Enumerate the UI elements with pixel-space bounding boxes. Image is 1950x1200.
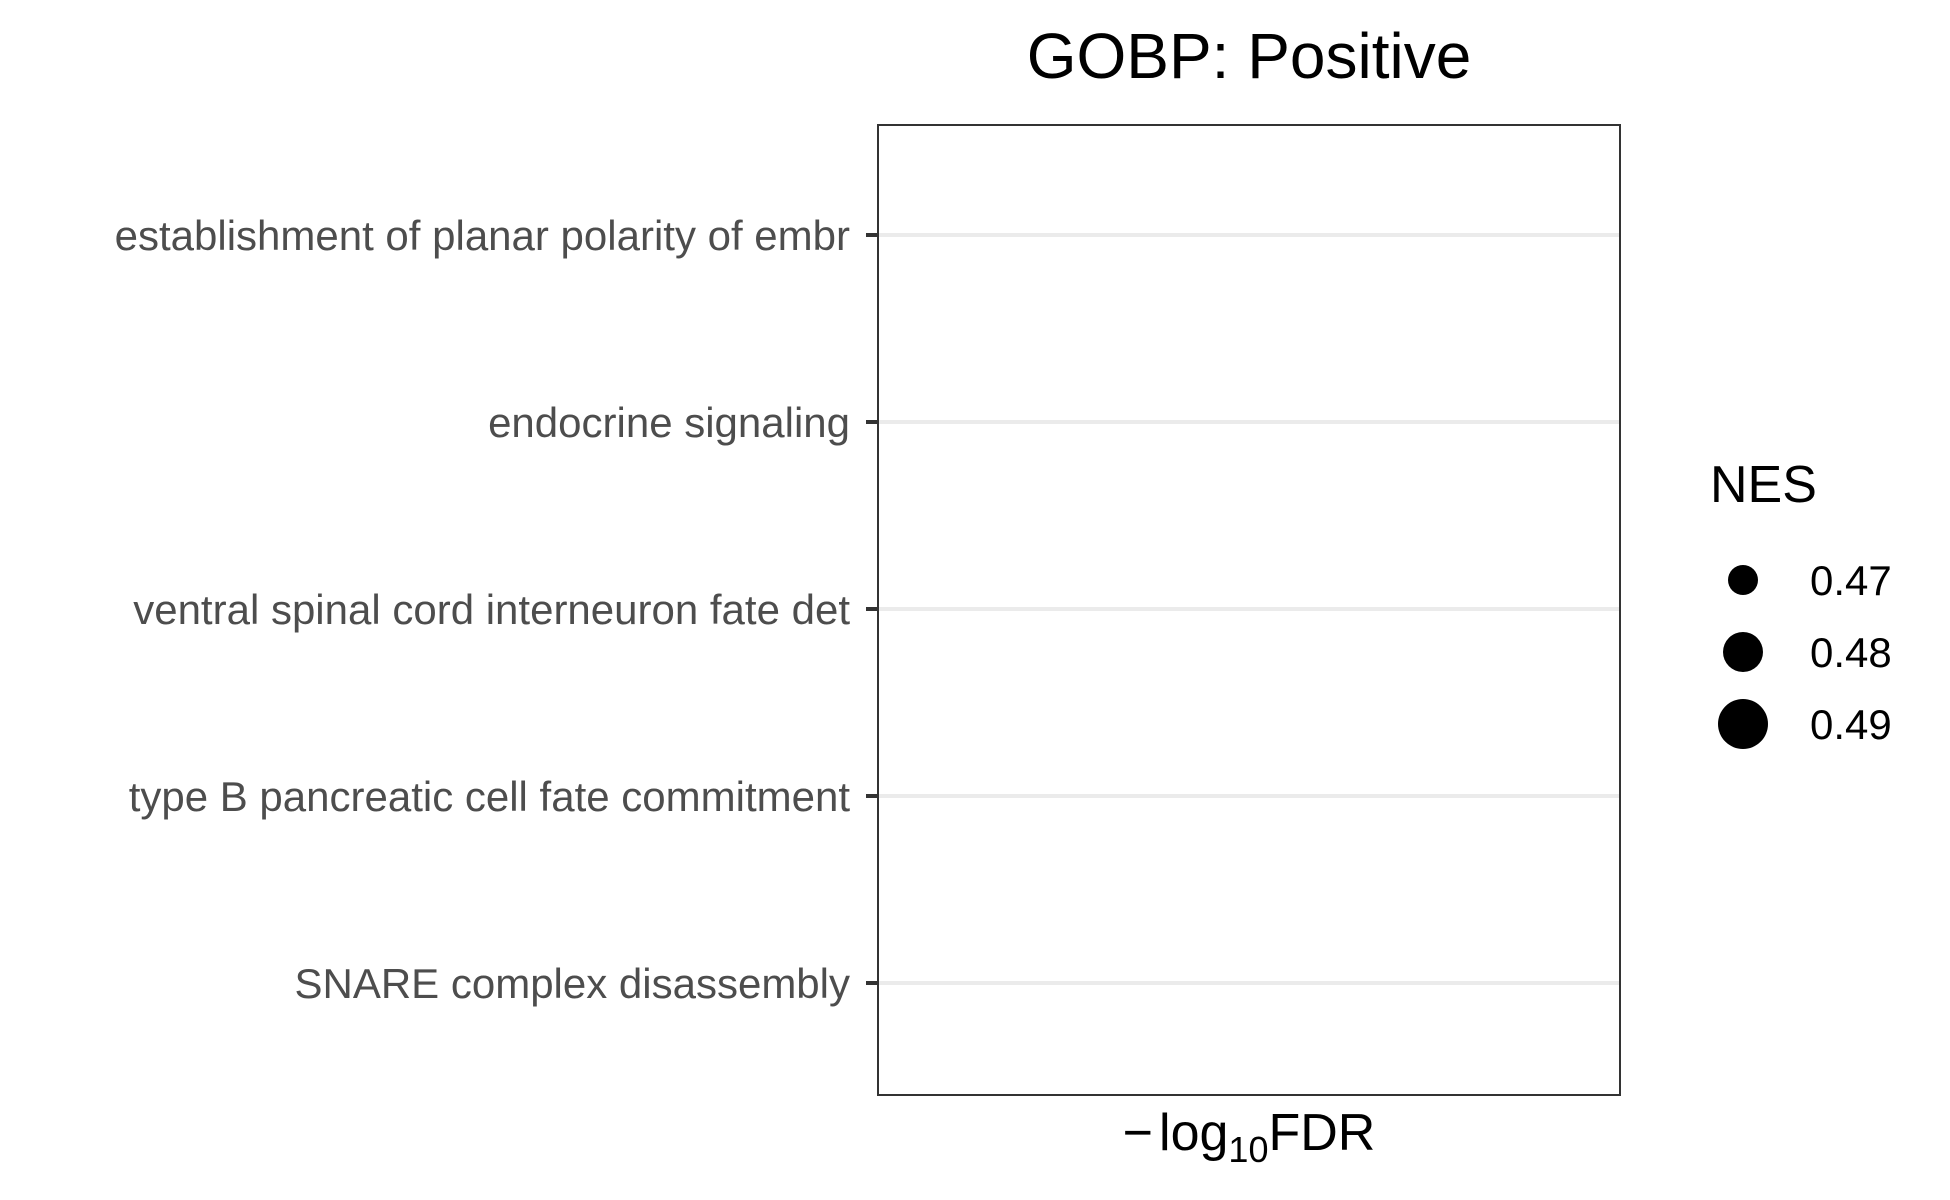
x-axis-label-prefix: − [1123,1104,1153,1162]
legend-label: 0.49 [1810,701,1892,748]
x-axis-label-subscript: 10 [1228,1129,1268,1170]
legend-label: 0.48 [1810,629,1892,676]
y-tick-label: establishment of planar polarity of embr [115,212,850,259]
gridlines [878,233,1620,985]
y-tick-label: SNARE complex disassembly [294,960,850,1007]
legend-key-circle [1723,632,1763,672]
y-tick-label: endocrine signaling [488,399,850,446]
chart-title: GOBP: Positive [1027,20,1472,92]
legend-key-circle [1718,699,1768,749]
y-axis: establishment of planar polarity of embr… [115,212,878,1007]
legend: NES 0.47 0.48 0.49 [1710,456,1892,749]
y-tick-label: ventral spinal cord interneuron fate det [133,586,850,633]
x-axis-label: − log10FDR [1123,1104,1376,1170]
legend-key-circle [1728,565,1758,595]
x-axis-label-suffix: FDR [1268,1104,1375,1162]
x-axis-label-base: log [1159,1104,1228,1162]
legend-label: 0.47 [1810,557,1892,604]
legend-title: NES [1710,456,1817,514]
y-tick-label: type B pancreatic cell fate commitment [129,773,851,820]
legend-items: 0.47 0.48 0.49 [1718,557,1892,749]
